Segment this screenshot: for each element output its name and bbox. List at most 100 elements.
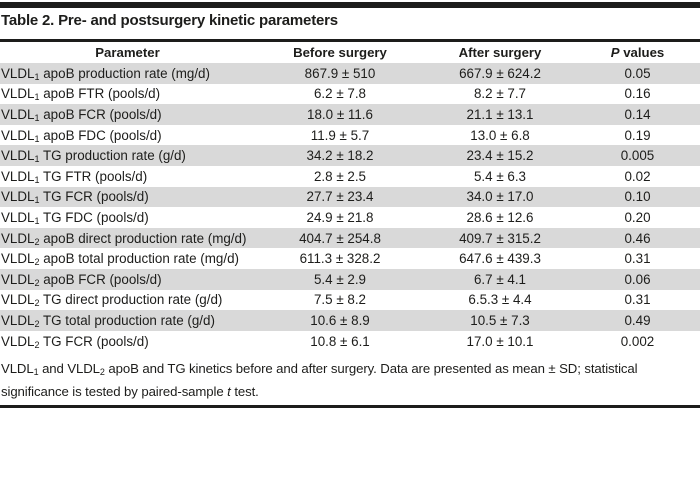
cell-before-surgery: 7.5 ± 8.2	[313, 292, 367, 308]
table-row: VLDL2 apoB direct production rate (mg/d)…	[0, 227, 700, 249]
cell-parameter: VLDL2 apoB direct production rate (mg/d)	[1, 230, 247, 247]
cell-parameter: VLDL1 TG FDC (pools/d)	[1, 209, 149, 226]
p-label-italic: P	[610, 45, 620, 60]
footnote-text: and VLDL	[38, 361, 100, 376]
cell-after-surgery: 10.5 ± 7.3	[470, 312, 530, 328]
cell-before-surgery: 18.0 ± 11.6	[307, 106, 373, 122]
vldl-subscript: 1	[34, 92, 40, 103]
cell-p-value: 0.02	[624, 168, 651, 184]
vldl-subscript: 2	[34, 257, 40, 268]
table-header-row: Parameter Before surgery After surgery P…	[0, 42, 700, 63]
table-row: VLDL1 apoB production rate (mg/d) 867.9 …	[0, 63, 700, 84]
column-header-before-surgery: Before surgery	[293, 45, 387, 60]
cell-parameter: VLDL1 apoB production rate (mg/d)	[1, 65, 210, 82]
cell-before-surgery: 2.8 ± 2.5	[313, 168, 367, 184]
kinetics-table: Parameter Before surgery After surgery P…	[0, 42, 700, 352]
top-rule-bar	[0, 2, 700, 8]
table-row: VLDL2 apoB total production rate (mg/d) …	[0, 248, 700, 269]
cell-after-surgery: 23.4 ± 15.2	[466, 148, 534, 164]
table-row: VLDL2 TG FCR (pools/d) 10.8 ± 6.1 17.0 ±…	[0, 330, 700, 352]
cell-p-value: 0.20	[624, 209, 651, 225]
cell-p-value: 0.05	[624, 65, 651, 81]
table-row: VLDL1 apoB FDC (pools/d) 11.9 ± 5.7 13.0…	[0, 124, 700, 146]
cell-parameter: VLDL1 apoB FCR (pools/d)	[1, 106, 162, 123]
table-row: VLDL1 TG FCR (pools/d) 27.7 ± 23.4 34.0 …	[0, 186, 700, 208]
cell-parameter: VLDL1 apoB FTR (pools/d)	[1, 86, 161, 103]
table-footnote: VLDL1 and VLDL2 apoB and TG kinetics bef…	[1, 357, 699, 403]
vldl1-subscript: 1	[33, 367, 39, 377]
cell-after-surgery: 6.5.3 ± 4.4	[468, 292, 532, 308]
vldl-subscript: 2	[34, 236, 40, 247]
cell-after-surgery: 5.4 ± 6.3	[473, 168, 527, 184]
cell-p-value: 0.19	[624, 127, 651, 143]
cell-before-surgery: 10.6 ± 8.9	[310, 312, 370, 328]
cell-parameter: VLDL1 TG production rate (g/d)	[1, 148, 186, 165]
cell-p-value: 0.49	[624, 312, 651, 328]
vldl-subscript: 2	[34, 339, 40, 350]
cell-before-surgery: 6.2 ± 7.8	[313, 86, 367, 102]
footnote-text: VLDL	[1, 361, 34, 376]
footnote-text: test.	[230, 384, 259, 399]
cell-after-surgery: 28.6 ± 12.6	[466, 209, 534, 225]
vldl-subscript: 1	[34, 112, 40, 123]
cell-before-surgery: 24.9 ± 21.8	[306, 209, 374, 225]
cell-after-surgery: 17.0 ± 10.1	[466, 333, 534, 349]
cell-p-value: 0.46	[624, 230, 651, 246]
cell-before-surgery: 867.9 ± 510	[304, 65, 376, 81]
cell-before-surgery: 5.4 ± 2.9	[313, 271, 367, 287]
vldl-subscript: 2	[34, 318, 40, 329]
column-header-after-surgery: After surgery	[458, 45, 542, 60]
cell-p-value: 0.31	[624, 251, 651, 267]
cell-p-value: 0.005	[620, 148, 655, 164]
vldl-subscript: 1	[34, 71, 40, 82]
vldl-subscript: 1	[34, 215, 40, 226]
cell-parameter: VLDL2 TG total production rate (g/d)	[1, 312, 215, 329]
column-header-p-values: P values	[575, 45, 700, 60]
table-row: VLDL1 TG production rate (g/d) 34.2 ± 18…	[0, 145, 700, 166]
table-row: VLDL1 TG FDC (pools/d) 24.9 ± 21.8 28.6 …	[0, 207, 700, 228]
cell-after-surgery: 8.2 ± 7.7	[473, 86, 527, 102]
cell-parameter: VLDL2 TG FCR (pools/d)	[1, 333, 149, 350]
table-row: VLDL2 apoB FCR (pools/d) 5.4 ± 2.9 6.7 ±…	[0, 268, 700, 290]
cell-after-surgery: 647.6 ± 439.3	[459, 251, 541, 267]
cell-after-surgery: 667.9 ± 624.2	[459, 65, 541, 81]
vldl-subscript: 2	[34, 277, 40, 288]
cell-parameter: VLDL1 TG FTR (pools/d)	[1, 168, 148, 185]
table-body: VLDL1 apoB production rate (mg/d) 867.9 …	[0, 63, 700, 352]
cell-p-value: 0.14	[624, 106, 651, 122]
cell-before-surgery: 10.8 ± 6.1	[310, 333, 370, 349]
cell-after-surgery: 34.0 ± 17.0	[466, 189, 534, 205]
cell-p-value: 0.06	[624, 271, 651, 287]
cell-parameter: VLDL2 apoB FCR (pools/d)	[1, 271, 162, 288]
cell-parameter: VLDL1 TG FCR (pools/d)	[1, 189, 149, 206]
cell-p-value: 0.002	[620, 333, 655, 349]
footnote-italic-t: t	[227, 384, 231, 399]
p-label-rest: values	[619, 45, 665, 60]
cell-parameter: VLDL1 apoB FDC (pools/d)	[1, 127, 162, 144]
table-row: VLDL1 TG FTR (pools/d) 2.8 ± 2.5 5.4 ± 6…	[0, 165, 700, 187]
cell-after-surgery: 13.0 ± 6.8	[470, 127, 530, 143]
cell-after-surgery: 6.7 ± 4.1	[473, 271, 527, 287]
table-row: VLDL1 apoB FTR (pools/d) 6.2 ± 7.8 8.2 ±…	[0, 83, 700, 105]
cell-before-surgery: 27.7 ± 23.4	[306, 189, 374, 205]
vldl-subscript: 1	[34, 154, 40, 165]
cell-before-surgery: 11.9 ± 5.7	[310, 127, 370, 143]
table-row: VLDL2 TG total production rate (g/d) 10.…	[0, 310, 700, 331]
footnote-text: apoB and TG kinetics before and after su…	[1, 361, 638, 399]
cell-after-surgery: 409.7 ± 315.2	[459, 230, 541, 246]
column-header-parameter: Parameter	[95, 45, 160, 60]
header-rule	[0, 39, 700, 42]
cell-parameter: VLDL2 apoB total production rate (mg/d)	[1, 251, 239, 268]
vldl2-subscript: 2	[99, 367, 105, 377]
vldl-subscript: 1	[34, 195, 40, 206]
vldl-subscript: 2	[34, 298, 40, 309]
cell-p-value: 0.31	[624, 292, 651, 308]
table-row: VLDL1 apoB FCR (pools/d) 18.0 ± 11.6 21.…	[0, 104, 700, 125]
cell-p-value: 0.10	[624, 189, 651, 205]
vldl-subscript: 1	[34, 174, 40, 185]
bottom-rule	[0, 405, 700, 408]
table-title: Table 2. Pre- and postsurgery kinetic pa…	[1, 12, 338, 29]
cell-parameter: VLDL2 TG direct production rate (g/d)	[1, 292, 223, 309]
cell-p-value: 0.16	[624, 86, 651, 102]
